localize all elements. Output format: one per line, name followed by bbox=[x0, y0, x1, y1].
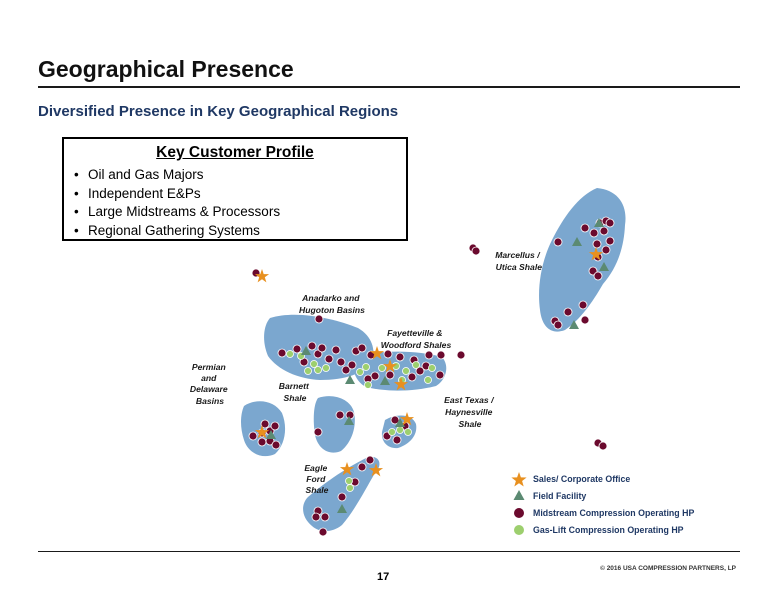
green-dot-icon bbox=[514, 525, 524, 535]
midstream-markers bbox=[248, 216, 615, 537]
label-anadarko-hugoton: Anadarko and Hugoton Basins bbox=[299, 293, 365, 315]
star-icon bbox=[511, 472, 527, 487]
triangle-icon bbox=[513, 490, 525, 500]
page-subtitle: Diversified Presence in Key Geographical… bbox=[38, 103, 399, 120]
page-number: 17 bbox=[377, 571, 390, 583]
bullet-icon: • bbox=[74, 185, 79, 201]
copyright-notice: © 2016 USA COMPRESSION PARTNERS, LP bbox=[600, 565, 736, 572]
list-item: • Large Midstreams & Processors bbox=[74, 203, 280, 222]
label-east-texas-haynesville: East Texas / Haynesville Shale bbox=[444, 395, 496, 429]
profile-heading: Key Customer Profile bbox=[156, 144, 314, 161]
label-permian-delaware: Permian and Delaware Basins bbox=[190, 362, 230, 406]
label-eagle-ford: Eagle Ford Shale bbox=[304, 463, 329, 495]
sales-office-markers bbox=[254, 247, 604, 477]
list-item: • Oil and Gas Majors bbox=[74, 166, 280, 185]
legend: Sales/ Corporate Office Field Facility M… bbox=[511, 472, 694, 535]
gas-lift-markers bbox=[286, 350, 436, 492]
legend-gas-lift: Gas-Lift Compression Operating HP bbox=[533, 525, 684, 535]
region-barnett bbox=[313, 396, 355, 453]
legend-field-facility: Field Facility bbox=[533, 491, 586, 501]
list-item: • Independent E&Ps bbox=[74, 185, 280, 204]
title-divider bbox=[38, 86, 740, 88]
field-facility-markers bbox=[266, 218, 609, 513]
legend-sales-office: Sales/ Corporate Office bbox=[533, 474, 630, 484]
footer-divider bbox=[38, 551, 740, 552]
list-item: • Regional Gathering Systems bbox=[74, 222, 280, 241]
label-barnett: Barnett Shale bbox=[279, 381, 311, 403]
bullet-icon: • bbox=[74, 204, 79, 220]
profile-list: • Oil and Gas Majors • Independent E&Ps • L… bbox=[74, 166, 280, 240]
region-marcellus-utica bbox=[539, 188, 626, 332]
bullet-icon: • bbox=[74, 222, 79, 238]
label-marcellus-utica: Marcellus / Utica Shale bbox=[495, 250, 542, 272]
maroon-dot-icon bbox=[514, 508, 524, 518]
key-customer-profile-box: Key Customer Profile • Oil and Gas Majors… bbox=[62, 137, 408, 241]
bullet-icon: • bbox=[74, 167, 79, 182]
page-title: Geographical Presence bbox=[38, 56, 294, 82]
label-fayetteville-woodford: Fayetteville & Woodford Shales bbox=[381, 328, 452, 350]
region-fayetteville-woodford bbox=[353, 351, 447, 391]
legend-midstream: Midstream Compression Operating HP bbox=[533, 508, 694, 518]
